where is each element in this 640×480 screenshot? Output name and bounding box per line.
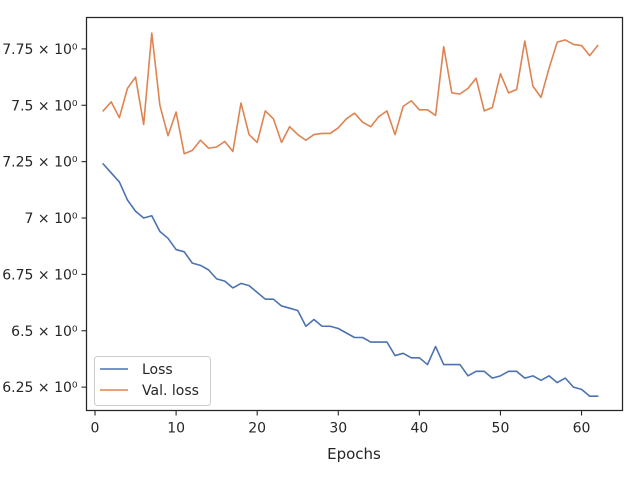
y-tick-label: 7.25 × 10⁰ [2, 155, 78, 171]
y-tick-label: 7.75 × 10⁰ [2, 42, 78, 58]
x-tick-label: 40 [410, 421, 428, 437]
legend-label-val-loss: Val. loss [142, 383, 199, 399]
plot-frame [85, 16, 624, 412]
y-axis: 6.25 × 10⁰ 6.5 × 10⁰ 6.75 × 10⁰ 7 × 10⁰ 7.25… [2, 42, 87, 396]
x-axis: 0 10 20 30 40 50 60 [91, 410, 591, 437]
legend: Loss Val. loss [94, 356, 211, 406]
x-tick-label: 60 [573, 421, 591, 437]
y-tick-label: 6.5 × 10⁰ [11, 324, 78, 340]
x-tick-label: 30 [329, 421, 347, 437]
series-line-val-loss [102, 32, 599, 155]
y-tick-label: 6.75 × 10⁰ [2, 267, 78, 283]
x-tick-label: 20 [248, 421, 266, 437]
y-tick-label: 7.5 × 10⁰ [11, 98, 78, 114]
x-tick-label: 0 [91, 421, 100, 437]
series-line-loss [102, 163, 599, 397]
x-tick-label: 10 [167, 421, 185, 437]
x-tick-label: 50 [492, 421, 510, 437]
y-tick-label: 7 × 10⁰ [25, 211, 78, 227]
series-layer [102, 32, 599, 397]
plot-background [86, 17, 623, 411]
legend-label-loss: Loss [142, 362, 173, 378]
x-axis-label: Epochs [327, 445, 381, 463]
y-tick-label: 6.25 × 10⁰ [2, 380, 78, 396]
